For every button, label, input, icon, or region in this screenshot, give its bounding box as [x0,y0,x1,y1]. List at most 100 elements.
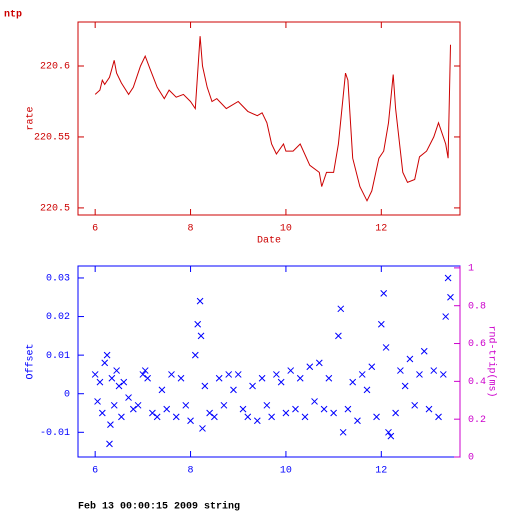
x-marker [172,413,180,421]
x-marker [268,413,275,421]
x-marker [442,313,450,320]
x-marker [103,351,111,359]
x-tick-label: 6 [92,224,98,235]
y-tick-label: 0 [64,389,70,400]
x-marker [211,413,218,421]
x-marker [153,413,161,421]
x-marker [91,371,99,378]
x-marker [420,347,428,355]
x-marker [239,405,247,413]
x-marker [206,409,213,417]
y2-tick-label: 1 [468,264,474,275]
x-marker [439,371,447,378]
x-tick-label: 12 [375,466,387,477]
y2-tick-label: 0 [468,453,474,464]
x-marker [106,440,113,448]
x-marker [358,371,366,378]
data-line [94,36,451,202]
x-marker [258,374,266,382]
x-marker [196,297,204,305]
x-marker [125,394,132,401]
x-marker [377,320,385,328]
x-marker [330,409,337,417]
x-marker [182,401,190,409]
x-marker [220,401,228,409]
y-tick-label: 0.01 [46,351,70,362]
y-axis-label: Offset [25,343,37,379]
y-tick-label: 0.03 [46,274,70,285]
x-marker [191,351,199,359]
x-marker [215,374,223,382]
x-marker [368,363,376,371]
x-marker [349,378,357,386]
x-marker [373,413,380,421]
x-marker [296,374,304,382]
x-marker [134,401,142,409]
x-marker [139,371,147,378]
y2-tick-label: 0.6 [468,339,486,350]
x-tick-label: 12 [375,224,387,235]
y-tick-label: 220.5 [40,204,70,215]
y-axis-label: rate [26,106,37,130]
chart-title: ntp [4,10,22,21]
x-marker [292,405,299,413]
y2-tick-label: 0.8 [468,301,486,312]
x-marker [115,382,123,390]
x-marker [444,274,452,282]
x-marker [120,378,128,386]
x-marker [385,428,392,436]
x-marker [339,428,347,436]
y-tick-label: -0.01 [40,428,70,439]
x-marker [113,367,120,374]
x-marker [225,371,233,378]
x-marker [108,374,116,382]
plot-frame [77,21,461,216]
x-marker [249,382,256,390]
y-tick-label: 0.02 [46,312,70,323]
x-marker [406,355,414,363]
x-marker [263,401,271,409]
x-tick-label: 6 [92,466,98,477]
x-marker [315,359,323,367]
x-axis-label: Date [257,236,281,247]
x-marker [98,409,106,417]
x-marker [149,409,156,417]
x-marker [234,371,242,378]
x-marker [253,417,261,425]
x-marker [107,421,114,428]
x-tick-label: 10 [280,466,292,477]
x-tick-label: 10 [280,224,292,235]
x-marker [325,374,333,382]
x-marker [110,401,118,409]
x-marker [282,409,290,417]
x-marker [129,405,137,413]
x-marker [277,378,285,386]
x-marker [447,293,454,301]
plot-frame [77,265,461,458]
x-tick-label: 8 [188,224,194,235]
x-marker [163,405,171,413]
x-marker [194,320,202,328]
x-marker [144,374,151,382]
y2-tick-label: 0.4 [468,377,486,388]
y-tick-label: 220.55 [34,133,70,144]
x-marker [197,332,205,340]
x-marker [158,386,166,394]
x-marker [387,432,395,440]
x-marker [177,374,185,382]
x-marker [411,401,419,409]
footer: Feb 13 00:00:15 2009 string [78,501,240,512]
x-marker [397,367,404,374]
x-marker [382,344,390,351]
x-tick-label: 8 [188,466,194,477]
x-marker [380,290,388,297]
x-marker [337,305,345,313]
x-marker [435,413,442,421]
x-marker [344,405,352,413]
x-marker [244,413,252,421]
x-marker [306,363,314,371]
x-marker [401,382,409,390]
x-marker [425,405,433,413]
x-marker [363,386,371,394]
x-marker [187,417,194,425]
